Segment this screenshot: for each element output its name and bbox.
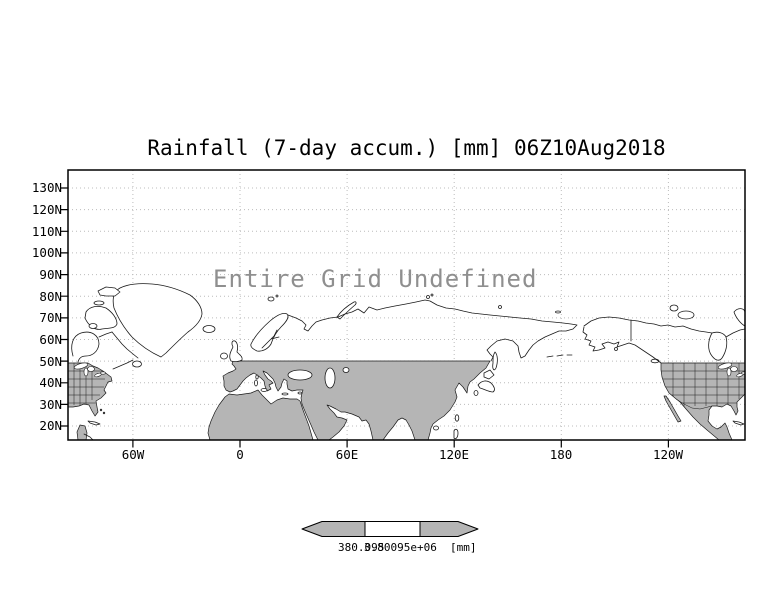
- lon-tick-label: 60E: [335, 447, 359, 462]
- scandinavia: [250, 313, 289, 352]
- aleutian-islands: [546, 354, 573, 358]
- colorbar: [301, 521, 479, 537]
- undefined-annotation: Entire Grid Undefined: [213, 265, 538, 293]
- axis-ticks: [60, 187, 669, 448]
- hudson-bay: [708, 331, 728, 361]
- lat-tick-label: 30N: [39, 397, 62, 412]
- honshu: [477, 380, 495, 393]
- lon-tick-label: 0: [236, 447, 244, 462]
- lon-tick-label: 120E: [438, 447, 470, 462]
- colorbar-unit-label: [mm]: [450, 541, 477, 554]
- eurasia-shaded: [222, 360, 491, 440]
- lat-tick-label: 100N: [31, 245, 62, 260]
- map-frame: [67, 169, 746, 441]
- sakhalin: [492, 351, 498, 371]
- lon-tick-label: 60W: [121, 447, 145, 462]
- cuba-right-copy: [732, 420, 745, 426]
- svalbard: [267, 296, 275, 302]
- baja-peninsula: [663, 395, 682, 423]
- aral-sea: [342, 367, 350, 373]
- lat-tick-label: 80N: [39, 289, 62, 304]
- iceland: [202, 325, 216, 333]
- hainan: [433, 425, 439, 431]
- lat-tick-label: 110N: [31, 224, 62, 239]
- lat-tick-label: 70N: [39, 310, 62, 325]
- ellesmere-island: [97, 286, 121, 297]
- banks-island: [669, 304, 679, 312]
- new-siberian-islands: [498, 305, 502, 309]
- caspian-sea: [324, 367, 336, 389]
- labrador-coast: [111, 331, 139, 370]
- west-north-america-shaded: [660, 362, 745, 440]
- coastline-strokes: [71, 299, 745, 440]
- plot-title: Rainfall (7-day accum.) [mm] 06Z10Aug201…: [147, 136, 666, 160]
- taiwan: [454, 414, 460, 422]
- severnaya-islet: [430, 293, 434, 297]
- baffin-right-copy: [733, 308, 745, 327]
- central-america-left: [83, 433, 94, 440]
- alaska-south-coast: [582, 326, 662, 364]
- sicily: [260, 388, 268, 392]
- sardinia: [254, 379, 258, 387]
- hokkaido: [483, 369, 495, 380]
- arctic-russia-coast: [287, 299, 578, 362]
- kodiak-island: [614, 347, 618, 351]
- severnaya-zemlya: [426, 295, 430, 299]
- black-sea: [287, 369, 313, 381]
- lat-tick-label: 130N: [31, 180, 62, 195]
- hudson-bay-left: [71, 331, 100, 363]
- map-layers: [68, 283, 745, 440]
- southampton-island: [88, 323, 98, 329]
- corsica: [255, 374, 259, 380]
- victoria-island: [677, 310, 695, 320]
- landmass-shaded: [68, 360, 745, 440]
- lon-tick-label: 120W: [652, 447, 684, 462]
- colorbar-max-label: 3.80095e+06: [364, 541, 437, 554]
- colorbar-mid-cell: [364, 521, 421, 537]
- yucatan-left-copy: [76, 424, 88, 440]
- lat-tick-label: 60N: [39, 332, 62, 347]
- colorbar-right-arrow: [419, 521, 479, 537]
- great-lakes-right: [717, 362, 745, 378]
- cyprus: [297, 391, 303, 395]
- cuba-left-copy: [87, 420, 101, 426]
- lat-tick-label: 50N: [39, 354, 62, 369]
- lat-tick-label: 90N: [39, 267, 62, 282]
- kyushu: [473, 390, 479, 396]
- colorbar-min-label: 380.095: [338, 541, 385, 554]
- ireland: [220, 352, 228, 360]
- bahamas-dot2: [102, 411, 106, 415]
- rio-grande-border: [675, 398, 713, 410]
- great-britain: [229, 340, 243, 363]
- hudson-strait-left: [98, 331, 113, 338]
- state-borders-right: [661, 363, 745, 407]
- devon-island: [93, 300, 105, 306]
- newfoundland: [132, 360, 142, 368]
- hudson-strait-right: [725, 328, 745, 338]
- svalbard-islet: [275, 294, 279, 298]
- north-africa-shaded: [207, 389, 314, 440]
- greenland: [112, 283, 203, 358]
- lat-tick-label: 40N: [39, 375, 62, 390]
- lon-tick-label: 180: [549, 447, 573, 462]
- colorbar-left-arrow: [301, 521, 366, 537]
- baltic-gulfs: [261, 329, 280, 349]
- lat-tick-label: 120N: [31, 202, 62, 217]
- bahamas-dot1: [99, 408, 103, 412]
- alaska-north-coast: [583, 316, 713, 334]
- great-lakes-left: [73, 362, 106, 378]
- wrangel-island: [555, 310, 561, 314]
- coastlines: [73, 283, 745, 440]
- luzon: [453, 428, 459, 440]
- lat-tick-label: 20N: [39, 418, 62, 433]
- crete: [281, 392, 289, 396]
